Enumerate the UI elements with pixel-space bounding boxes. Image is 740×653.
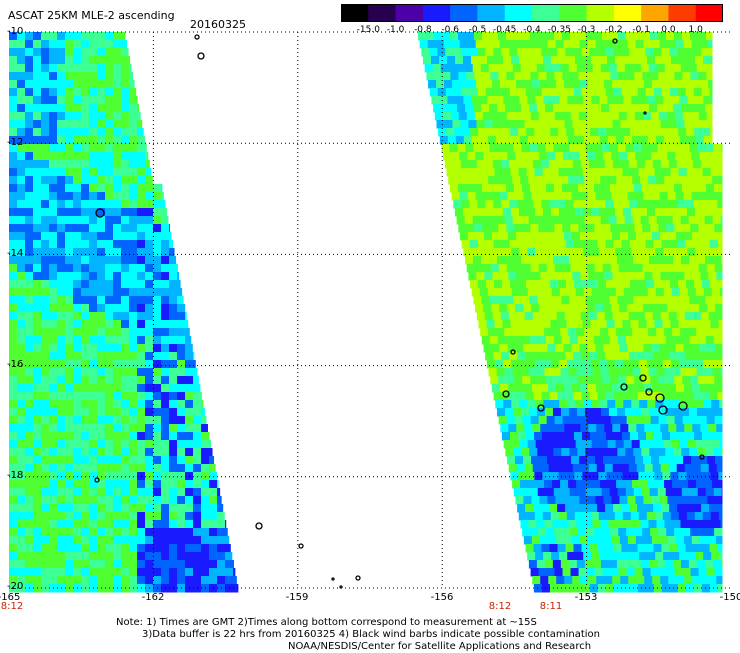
latitude-tick-label: -12 — [7, 137, 24, 148]
longitude-tick-label: -150 — [719, 592, 740, 603]
longitude-tick-label: -156 — [430, 592, 454, 603]
colorbar-segment — [504, 4, 533, 22]
colorbar-segment — [559, 4, 588, 22]
colorbar-tick-label: -0.4 — [523, 25, 541, 35]
colorbar-tick-label: -0.6 — [441, 25, 459, 35]
note-line-3: NOAA/NESDIS/Center for Satellite Applica… — [288, 641, 592, 652]
swath-time-label-left: 8:12 — [0, 601, 24, 612]
colorbar-tick-label: -0.45 — [493, 25, 517, 35]
colorbar-segment — [641, 4, 670, 22]
colorbar-tick-label: -0.5 — [468, 25, 487, 35]
colorbar-tick-label: -0.8 — [414, 25, 432, 35]
colorbar-tick-label: -15.0 — [356, 25, 380, 35]
latitude-tick-label: -10 — [7, 26, 24, 37]
colorbar-tick-label: -0.1 — [632, 25, 650, 35]
latitude-tick-label: -14 — [7, 248, 24, 259]
swath-time-label-right: 8:11 — [539, 601, 563, 612]
product-date: 20160325 — [190, 18, 246, 31]
wind-map — [9, 31, 731, 593]
product-title: ASCAT 25KM MLE-2 ascending — [8, 9, 175, 22]
colorbar-tick-label: 1.0 — [688, 25, 703, 35]
colorbar-tick-label: -0.35 — [547, 25, 571, 35]
latitude-tick-label: -16 — [7, 359, 24, 370]
longitude-tick-label: -165 — [0, 592, 21, 603]
colorbar-segment — [395, 4, 424, 22]
colorbar-segment — [422, 4, 451, 22]
colorbar-tick-label: -1.0 — [386, 25, 405, 35]
colorbar-segment — [368, 4, 397, 22]
latitude-tick-label: -18 — [7, 470, 24, 481]
swath-time-label-mid: 8:12 — [488, 601, 512, 612]
footnote: Note: 1) Times are GMT 2)Times along bot… — [0, 617, 600, 653]
colorbar-segment — [532, 4, 560, 22]
latitude-tick-label: -20 — [7, 581, 24, 592]
colorbar-segment — [477, 4, 506, 22]
colorbar-tick-label: -0.2 — [605, 25, 623, 35]
colorbar — [341, 4, 723, 22]
colorbar-segment — [695, 4, 723, 22]
colorbar-segment — [613, 4, 642, 22]
colorbar-tick-label: -0.3 — [577, 25, 596, 35]
note-line-1: Note: 1) Times are GMT 2)Times along bot… — [116, 617, 537, 628]
note-line-2: 3)Data buffer is 22 hrs from 20160325 4)… — [142, 629, 600, 640]
longitude-tick-label: -162 — [141, 592, 165, 603]
colorbar-segment — [586, 4, 615, 22]
longitude-tick-label: -159 — [285, 592, 309, 603]
colorbar-segment — [450, 4, 479, 22]
colorbar-tick-label: 0.0 — [661, 25, 676, 35]
colorbar-segment — [341, 4, 369, 22]
colorbar-segment — [668, 4, 697, 22]
longitude-tick-label: -153 — [574, 592, 598, 603]
